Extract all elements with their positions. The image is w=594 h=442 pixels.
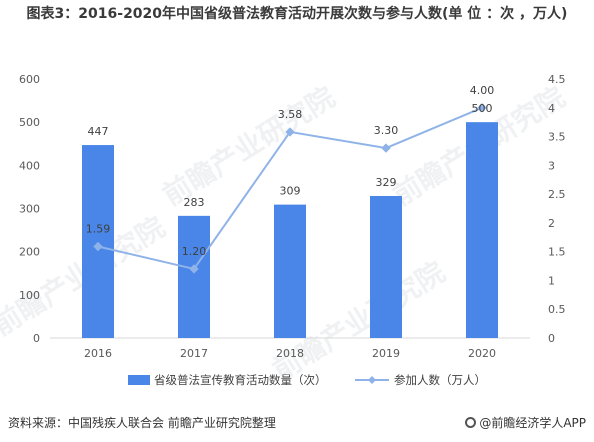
- bar: [82, 145, 114, 338]
- line-series: [93, 103, 487, 274]
- bar-value-label: 329: [376, 176, 397, 189]
- y-right-tick-label: 2: [548, 217, 555, 230]
- line-value-label: 4.00: [470, 84, 495, 97]
- bar-value-label: 309: [280, 185, 301, 198]
- y-left-tick-label: 0: [33, 332, 40, 345]
- line-point: [477, 103, 487, 113]
- brand-credit: @前瞻经济学人APP: [465, 414, 586, 431]
- y-right-tick-label: 4.5: [548, 73, 566, 86]
- y-right-tick-label: 2.5: [548, 188, 566, 201]
- line-point: [381, 143, 391, 153]
- source-note: 资料来源：中国残疾人联合会 前瞻产业研究院整理: [8, 416, 276, 430]
- y-right-tick-label: 1.5: [548, 246, 566, 259]
- bar: [466, 122, 498, 339]
- x-tick-label: 2019: [372, 347, 400, 360]
- x-tick-label: 2020: [468, 347, 496, 360]
- y-right-tick-label: 3.5: [548, 131, 566, 144]
- y-left-tick-label: 500: [19, 116, 40, 129]
- y-right-tick-label: 4: [548, 102, 555, 115]
- legend-line-marker: [368, 376, 376, 384]
- bar: [178, 215, 210, 338]
- line-point: [93, 241, 103, 252]
- y-right-tick-label: 1: [548, 274, 555, 287]
- legend-bar-label: 省级普法宣传教育活动数量（次）: [154, 373, 327, 387]
- bar: [274, 204, 306, 338]
- y-right-tick-label: 0.5: [548, 303, 566, 316]
- data-labels: 447 283 309 329 500 1.59 1.20 3.58 3.30 4.00: [86, 84, 495, 258]
- line-value-label: 1.20: [182, 245, 207, 258]
- bar-series: [82, 122, 498, 339]
- line-point: [189, 264, 199, 274]
- legend-line-label: 参加人数（万人）: [394, 373, 486, 387]
- bar: [370, 195, 402, 338]
- brand-text: @前瞻经济学人APP: [479, 416, 586, 430]
- bar-value-label: 447: [88, 125, 109, 138]
- chart-axes: 0 100 200 300 400 500 600 0 0.5 1 1.5 2 2.5 3 3.5 4 4.5 2…: [19, 73, 566, 360]
- y-left-tick-label: 200: [19, 246, 40, 259]
- chart-title: 图表3：2016-2020年中国省级普法教育活动开展次数与参与人数(单 位 ：次…: [26, 6, 568, 22]
- y-right-tick-label: 0: [548, 332, 555, 345]
- line-value-label: 3.30: [374, 124, 399, 137]
- y-left-tick-label: 100: [19, 289, 40, 302]
- line-value-label: 3.58: [278, 108, 303, 121]
- line-point: [285, 127, 295, 137]
- x-tick-label: 2017: [180, 347, 208, 360]
- bar-value-label: 500: [472, 102, 493, 115]
- bar-value-label: 283: [184, 196, 205, 209]
- x-tick-label: 2018: [276, 347, 304, 360]
- y-left-tick-label: 300: [19, 203, 40, 216]
- chart-legend: 省级普法宣传教育活动数量（次） 参加人数（万人）: [128, 373, 486, 387]
- legend-bar-swatch: [128, 375, 150, 385]
- y-left-tick-label: 600: [19, 73, 40, 86]
- line-value-label: 1.59: [86, 222, 111, 235]
- brand-logo-icon: [465, 417, 477, 428]
- y-right-tick-label: 3: [548, 159, 555, 172]
- y-left-tick-label: 400: [19, 159, 40, 172]
- x-tick-label: 2016: [84, 347, 112, 360]
